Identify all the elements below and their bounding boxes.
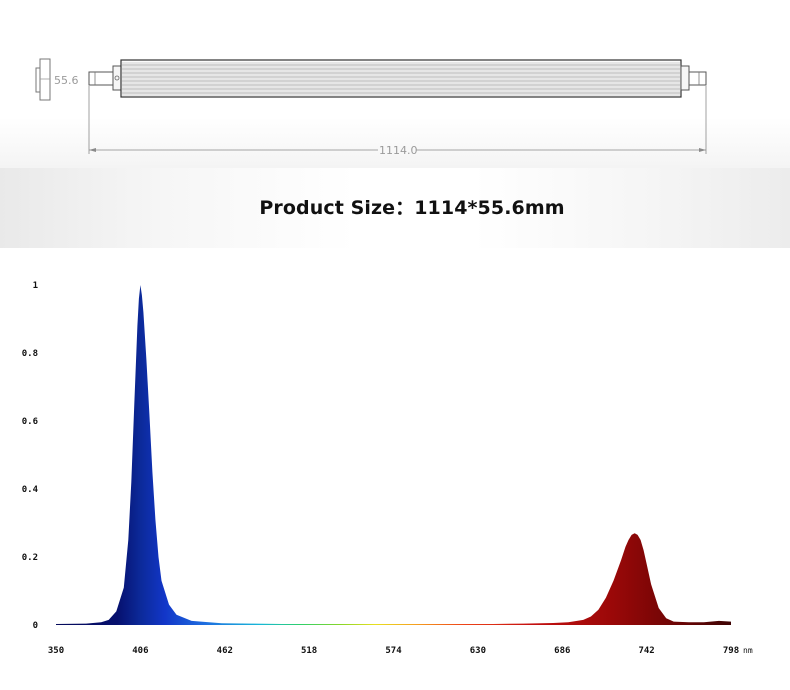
x-unit-label: nm <box>743 646 753 655</box>
y-tick-label: 0.2 <box>22 553 38 563</box>
x-tick-label: 350 <box>48 646 64 656</box>
left-connector <box>88 71 114 86</box>
spectrum-chart: 0 0.2 0.4 0.6 0.8 1 350 406 462 518 574 630 686 742 7… <box>22 281 753 656</box>
title-band <box>0 168 790 248</box>
y-tick-label: 0.8 <box>22 349 38 359</box>
spectrum-area <box>56 285 731 625</box>
x-tick-label: 686 <box>554 646 570 656</box>
technical-drawing: 55.6 1114.0 <box>35 58 707 157</box>
left-end-cap <box>112 65 122 91</box>
y-tick-label: 0.4 <box>22 485 39 495</box>
x-tick-label: 798 <box>723 646 739 656</box>
x-tick-label: 742 <box>638 646 654 656</box>
x-tick-label: 574 <box>385 646 402 656</box>
length-dimension-label: 1114.0 <box>379 144 418 157</box>
x-axis-labels: 350 406 462 518 574 630 686 742 798 nm <box>48 646 753 656</box>
x-tick-label: 630 <box>470 646 486 656</box>
x-tick-label: 462 <box>217 646 233 656</box>
y-tick-label: 0.6 <box>22 417 38 427</box>
technical-drawing-panel: 55.6 1114.0 <box>0 0 790 168</box>
x-tick-label: 518 <box>301 646 317 656</box>
tube-body <box>120 59 682 98</box>
tube-fin-lines <box>122 62 680 96</box>
right-connector <box>688 71 707 86</box>
product-size-heading: Product Size：1114*55.6mm <box>259 197 565 219</box>
height-dimension-label: 55.6 <box>54 74 79 87</box>
end-cap-outline <box>39 58 51 101</box>
right-end-cap <box>680 65 690 91</box>
y-axis-labels: 0 0.2 0.4 0.6 0.8 1 <box>22 281 39 631</box>
y-tick-label: 1 <box>33 281 38 291</box>
y-tick-label: 0 <box>33 621 38 631</box>
x-tick-label: 406 <box>132 646 148 656</box>
